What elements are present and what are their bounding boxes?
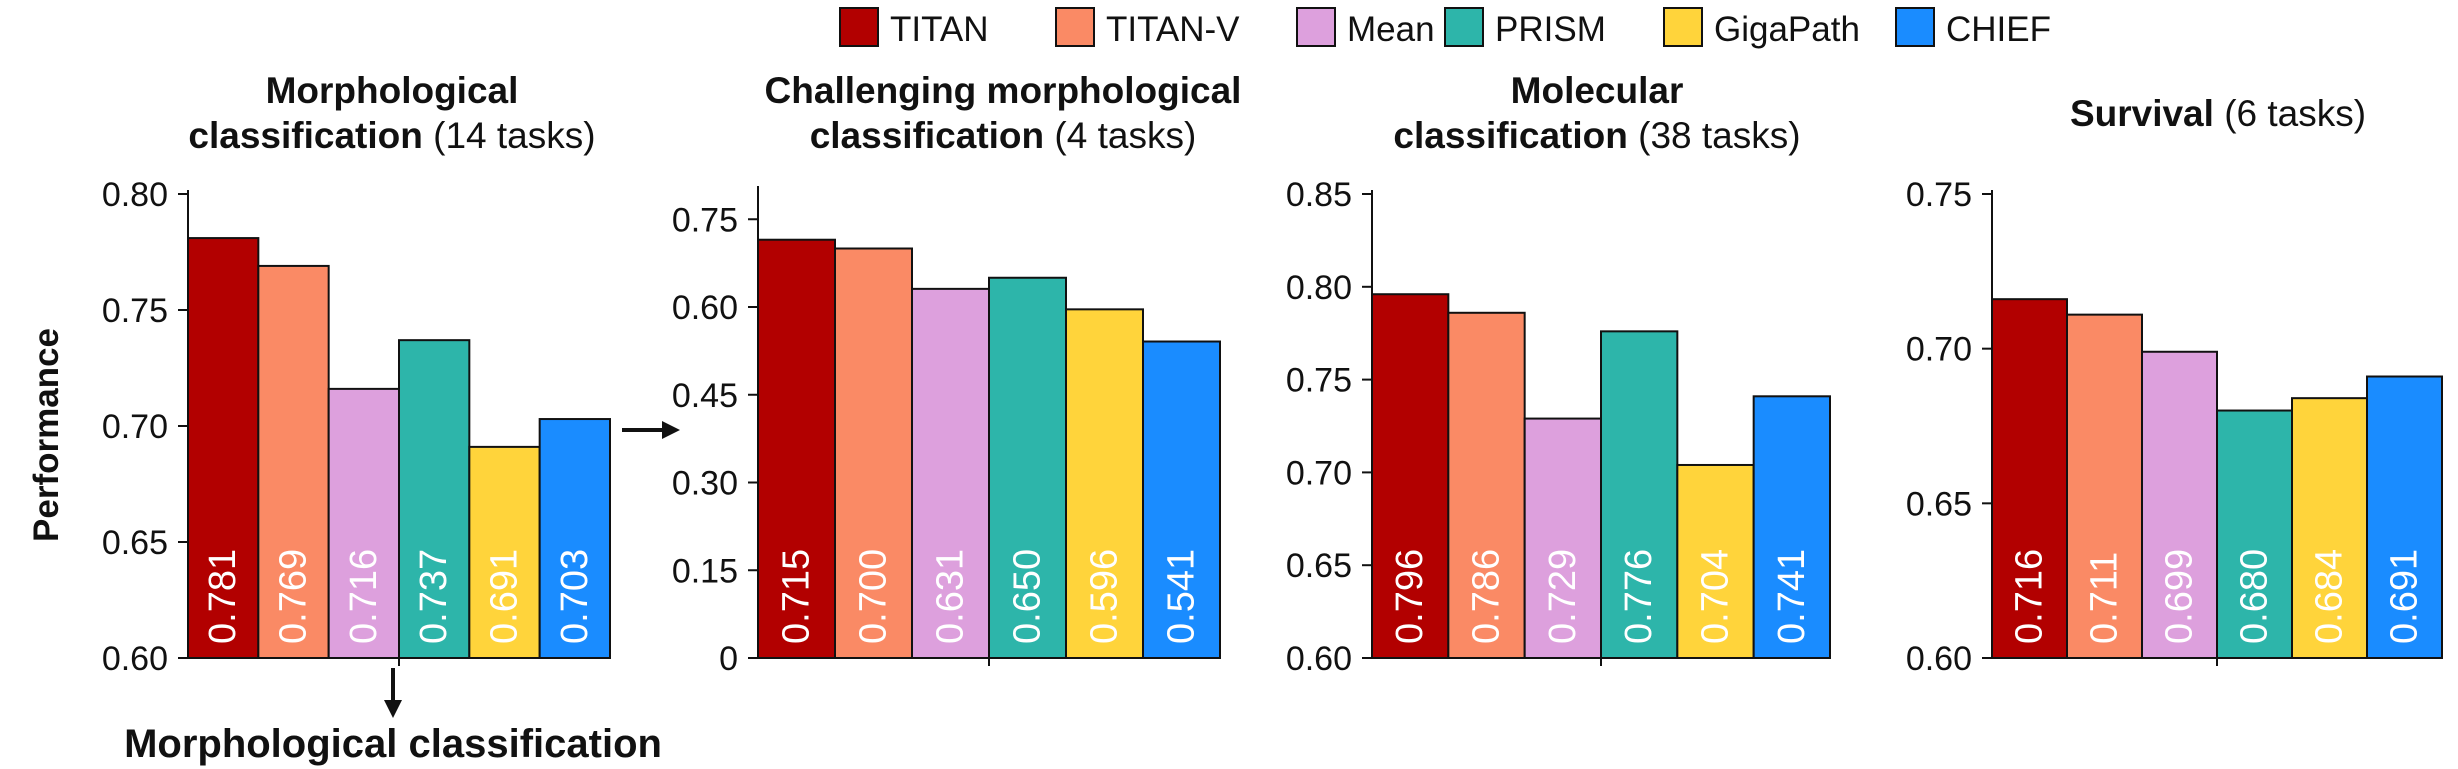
- y-tick-label: 0.70: [1906, 331, 1972, 369]
- y-tick-label: 0.45: [672, 377, 738, 415]
- panel-title-line: Challenging morphological: [765, 70, 1242, 111]
- legend-label-prism: PRISM: [1495, 10, 1606, 49]
- y-tick-label: 0.75: [1906, 176, 1972, 214]
- bar-value-label: 0.776: [1618, 549, 1660, 644]
- panel-title-line: Molecular: [1511, 70, 1684, 111]
- y-tick-label: 0.75: [1286, 362, 1352, 400]
- bar-mean: [1523, 417, 1602, 659]
- bar-value-label: 0.650: [1007, 549, 1049, 644]
- panel-title-line: classification (14 tasks): [188, 115, 595, 156]
- bar-value-label: 0.786: [1466, 549, 1508, 644]
- y-tick-label: 0: [719, 640, 738, 678]
- bar-value-label: 0.680: [2234, 549, 2276, 644]
- legend-swatch-titan-v: [1055, 7, 1095, 47]
- bar-titan-v: [257, 264, 330, 659]
- bar-value-label: 0.741: [1771, 549, 1813, 644]
- bar-value-label: 0.716: [2009, 549, 2051, 644]
- bar-chief: [538, 418, 612, 660]
- arrows: [384, 421, 680, 718]
- y-tick-label: 0.80: [102, 176, 168, 214]
- y-tick-label: 0.60: [1906, 640, 1972, 678]
- bar-value-label: 0.700: [853, 549, 895, 644]
- y-tick-label: 0.60: [1286, 640, 1352, 678]
- bar-mean: [2141, 350, 2218, 659]
- bar-titan: [187, 237, 260, 660]
- chart-panel-2: Challenging morphologicalclassification …: [672, 70, 1242, 678]
- bar-value-label: 0.737: [413, 549, 455, 644]
- y-tick-label: 0.65: [102, 524, 168, 562]
- legend-label-gigapath: GigaPath: [1714, 10, 1860, 49]
- panel-title-line: Survival (6 tasks): [2070, 93, 2366, 134]
- bar-value-label: 0.704: [1695, 549, 1737, 644]
- legend-swatch-mean: [1296, 7, 1336, 47]
- bar-chief: [2366, 375, 2443, 659]
- legend-swatch-chief: [1895, 7, 1935, 47]
- bar-gigapath: [1065, 308, 1144, 659]
- chart-panel-4: Survival (6 tasks) 0.716 0.711 0.699 0.680 0.…: [1906, 93, 2443, 678]
- y-tick-label: 0.60: [672, 289, 738, 327]
- bar-value-label: 0.631: [930, 549, 972, 644]
- legend-label-titan: TITAN: [890, 10, 989, 49]
- legend-swatch-prism: [1444, 7, 1484, 47]
- bar-titan: [1991, 298, 2068, 659]
- bar-value-label: 0.691: [484, 549, 526, 644]
- y-tick-label: 0.70: [1286, 454, 1352, 492]
- bar-gigapath: [2291, 397, 2368, 659]
- legend-label-titan-v: TITAN-V: [1106, 10, 1240, 49]
- panel-title-line: Morphological: [266, 70, 519, 111]
- y-axis-label: Performance: [27, 328, 66, 542]
- legend-label-mean: Mean: [1347, 10, 1435, 49]
- bar-value-label: 0.715: [776, 549, 818, 644]
- bar-prism: [2216, 409, 2293, 659]
- bar-value-label: 0.596: [1084, 549, 1126, 644]
- bar-value-label: 0.541: [1161, 549, 1203, 644]
- bar-mean: [327, 387, 400, 659]
- bar-value-label: 0.781: [202, 549, 244, 644]
- bar-value-label: 0.699: [2159, 549, 2201, 644]
- bar-value-label: 0.716: [343, 549, 385, 644]
- bar-value-label: 0.711: [2084, 552, 2126, 644]
- bar-gigapath: [1676, 463, 1755, 660]
- y-tick-label: 0.60: [102, 640, 168, 678]
- legend-swatch-titan: [839, 7, 879, 47]
- bar-value-label: 0.729: [1542, 549, 1584, 644]
- bar-chief: [1142, 340, 1221, 659]
- arrow-right-head: [662, 421, 680, 439]
- bar-value-label: 0.684: [2309, 549, 2351, 644]
- y-tick-label: 0.85: [1286, 176, 1352, 214]
- y-tick-label: 0.70: [102, 408, 168, 446]
- y-tick-label: 0.80: [1286, 269, 1352, 307]
- bar-titan-v: [834, 247, 913, 659]
- y-tick-label: 0.30: [672, 465, 738, 503]
- y-tick-label: 0.15: [672, 552, 738, 590]
- bar-titan: [757, 238, 836, 659]
- y-tick-label: 0.65: [1906, 485, 1972, 523]
- bar-value-label: 0.796: [1389, 549, 1431, 644]
- panel-title-line: classification (4 tasks): [810, 115, 1197, 156]
- bottom-annotation: Morphological classification: [124, 722, 662, 766]
- bar-prism: [1600, 330, 1679, 659]
- legend-label-chief: CHIEF: [1946, 10, 2051, 49]
- y-tick-label: 0.75: [672, 201, 738, 239]
- legend: TITAN TITAN-V Mean PRISM GigaPath CHIEF: [839, 7, 2051, 49]
- panel-title-line: classification (38 tasks): [1393, 115, 1800, 156]
- y-tick-label: 0.75: [102, 292, 168, 330]
- bar-value-label: 0.703: [554, 549, 596, 644]
- legend-swatch-gigapath: [1663, 7, 1703, 47]
- y-tick-label: 0.65: [1286, 547, 1352, 585]
- bar-value-label: 0.769: [273, 549, 315, 644]
- bar-value-label: 0.691: [2384, 549, 2426, 644]
- arrow-down-head: [384, 700, 402, 718]
